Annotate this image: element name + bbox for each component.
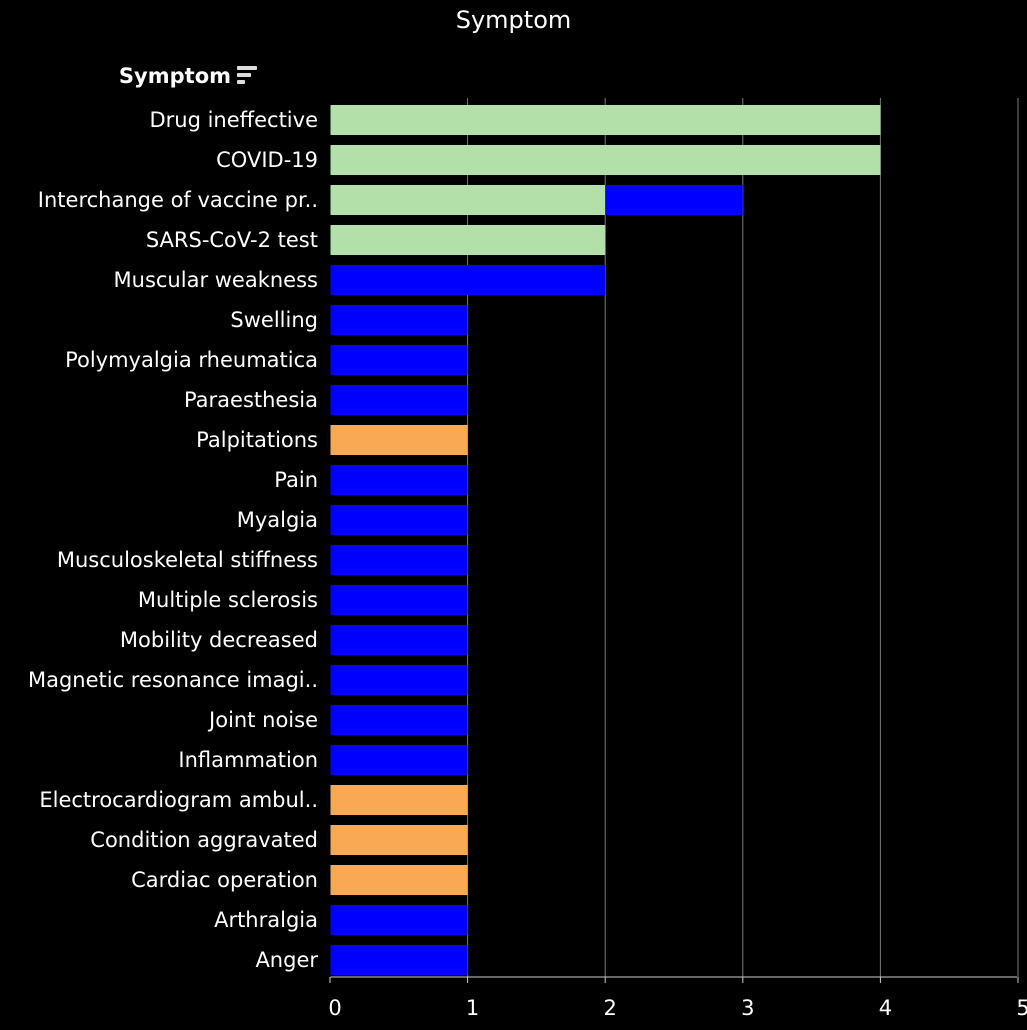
bar[interactable]: [330, 225, 606, 255]
category-label: Condition aggravated: [90, 828, 318, 852]
bar[interactable]: [330, 545, 468, 575]
category-label: Musculoskeletal stiffness: [57, 548, 318, 572]
category-label: Anger: [255, 948, 318, 972]
bar[interactable]: [605, 185, 743, 215]
bar[interactable]: [330, 905, 468, 935]
bar[interactable]: [330, 425, 468, 455]
category-label: Cardiac operation: [131, 868, 318, 892]
bar[interactable]: [330, 265, 606, 295]
bar[interactable]: [330, 825, 468, 855]
bar[interactable]: [330, 345, 468, 375]
bar[interactable]: [330, 945, 468, 975]
x-tick-label: 0: [328, 996, 341, 1020]
bar[interactable]: [330, 625, 468, 655]
bar[interactable]: [330, 865, 468, 895]
category-label: Polymyalgia rheumatica: [65, 348, 318, 372]
x-tick-label: 3: [741, 996, 754, 1020]
bar[interactable]: [330, 705, 468, 735]
category-label: Inflammation: [178, 748, 318, 772]
category-label: Mobility decreased: [120, 628, 318, 652]
bar[interactable]: [330, 145, 881, 175]
category-label: Muscular weakness: [114, 268, 318, 292]
category-label: Magnetic resonance imagi..: [28, 668, 318, 692]
category-label: COVID-19: [216, 148, 318, 172]
bar[interactable]: [330, 105, 881, 135]
bar[interactable]: [330, 585, 468, 615]
bar[interactable]: [330, 305, 468, 335]
row-header-label: Symptom: [118, 64, 231, 88]
x-tick-label: 5: [1016, 996, 1027, 1020]
category-label: Palpitations: [196, 428, 318, 452]
bar[interactable]: [330, 505, 468, 535]
category-label: Pain: [274, 468, 318, 492]
category-label: Arthralgia: [214, 908, 318, 932]
row-header[interactable]: Symptom: [119, 64, 259, 88]
bar[interactable]: [330, 185, 606, 215]
x-tick-label: 1: [466, 996, 479, 1020]
chart-title: Symptom: [455, 6, 572, 34]
x-tick-label: 4: [879, 996, 892, 1020]
category-label: Multiple sclerosis: [138, 588, 318, 612]
category-label: Swelling: [230, 308, 318, 332]
bar[interactable]: [330, 665, 468, 695]
category-label: Drug ineffective: [149, 108, 318, 132]
category-label: Interchange of vaccine pr..: [38, 188, 318, 212]
bar[interactable]: [330, 385, 468, 415]
category-label: Myalgia: [237, 508, 318, 532]
bar[interactable]: [330, 465, 468, 495]
category-label: Joint noise: [207, 708, 318, 732]
x-tick-label: 2: [604, 996, 617, 1020]
bar[interactable]: [330, 785, 468, 815]
category-label: Electrocardiogram ambul..: [39, 788, 318, 812]
sort-descending-icon[interactable]: [235, 64, 259, 88]
category-label: Paraesthesia: [184, 388, 318, 412]
category-label: SARS-CoV-2 test: [146, 228, 318, 252]
bar[interactable]: [330, 745, 468, 775]
